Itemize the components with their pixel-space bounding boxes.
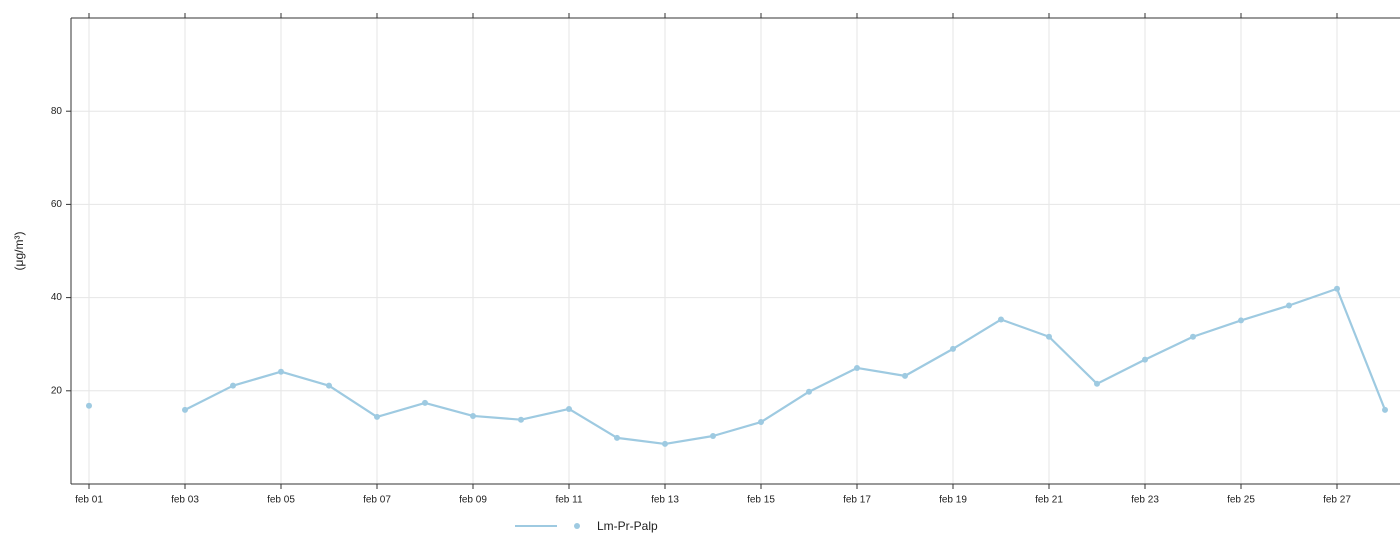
x-tick-label: feb 11 [555, 495, 582, 506]
point [998, 316, 1004, 323]
point [422, 399, 428, 406]
point [806, 388, 812, 395]
point [566, 405, 572, 412]
point [1382, 406, 1388, 413]
point [1238, 317, 1244, 324]
point [1046, 333, 1052, 340]
point [950, 345, 956, 352]
point [1190, 333, 1196, 340]
point [326, 382, 332, 389]
point [614, 434, 620, 441]
point [86, 402, 92, 409]
x-tick-label: feb 23 [1131, 495, 1159, 506]
legend-point [574, 523, 580, 529]
point [1334, 285, 1340, 292]
point [182, 406, 188, 413]
x-tick-label: feb 05 [267, 495, 295, 506]
point [1094, 380, 1100, 387]
y-tick-label: 40 [51, 292, 63, 303]
x-tick-label: feb 13 [651, 495, 679, 506]
x-tick-label: feb 01 [75, 495, 103, 506]
x-tick-label: feb 19 [939, 495, 967, 506]
x-tick-label: feb 27 [1323, 495, 1351, 506]
y-tick-label: 20 [51, 385, 63, 396]
point [1286, 302, 1292, 309]
x-tick-label: feb 25 [1227, 495, 1255, 506]
point [1142, 356, 1148, 363]
x-tick-label: feb 09 [459, 495, 487, 506]
point [230, 382, 236, 389]
point [662, 440, 668, 447]
x-tick-label: feb 15 [747, 495, 775, 506]
point [710, 433, 716, 440]
point [470, 412, 476, 419]
line [184, 287, 1387, 446]
x-tick-label: feb 03 [171, 495, 199, 506]
point [902, 372, 908, 379]
legend-label: Lm-Pr-Palp [597, 519, 658, 533]
point [374, 413, 380, 420]
y-tick-label: 80 [51, 106, 63, 117]
y-axis-label: (μg/m³) [12, 232, 26, 271]
x-tick-label: feb 21 [1035, 495, 1063, 506]
x-tick-label: feb 07 [363, 495, 391, 506]
point [758, 419, 764, 426]
x-tick-label: feb 17 [843, 495, 871, 506]
point [854, 364, 860, 371]
point [278, 368, 284, 375]
point [518, 416, 524, 423]
y-tick-label: 60 [51, 199, 63, 210]
